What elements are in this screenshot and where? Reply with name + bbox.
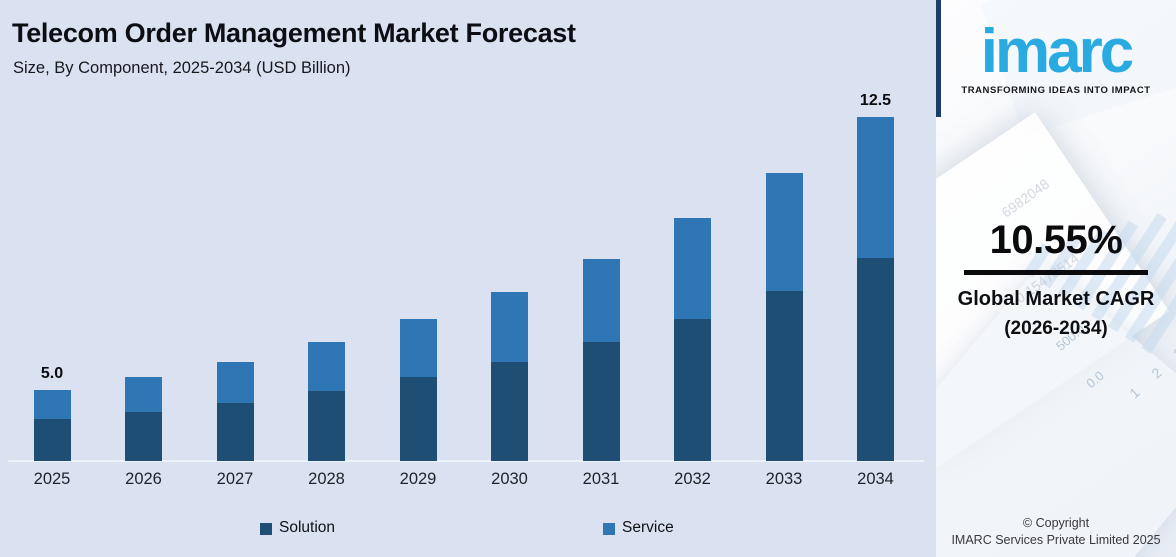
x-axis-label-2028: 2028 <box>308 470 345 488</box>
bar-segment-solution <box>399 377 437 461</box>
bar-segment-service <box>491 292 528 362</box>
bar-segment-solution <box>857 258 894 461</box>
bar-value-label-2025: 5.0 <box>40 365 64 382</box>
bar-segment-service <box>33 390 71 419</box>
bar-segment-solution <box>216 403 254 461</box>
bar-group-2030 <box>491 292 528 461</box>
bar-group-2033 <box>765 173 803 461</box>
bar-group-2029 <box>399 319 437 461</box>
watermark-text: 0.0 <box>1083 367 1107 392</box>
copyright-line1: © Copyright <box>1022 516 1090 531</box>
x-axis-label-2033: 2033 <box>765 470 803 488</box>
bar-segment-service <box>674 218 711 319</box>
bar-segment-service <box>216 362 254 403</box>
bar-group-2025 <box>33 390 71 461</box>
x-axis-label-2027: 2027 <box>216 470 254 488</box>
legend-item-service: Service <box>603 519 674 537</box>
chart-panel: Telecom Order Management Market Forecast… <box>8 18 924 537</box>
bar-segment-service <box>765 173 803 291</box>
bar-group-2027 <box>216 362 254 461</box>
legend-label: Solution <box>279 519 336 536</box>
legend-item-solution: Solution <box>260 519 335 537</box>
plot-area: 5.0 2025 2026 2027 2028 2029 2030 2031 2032 2033 1… <box>8 92 924 488</box>
bar-segment-solution <box>33 419 71 461</box>
x-axis-label-2030: 2030 <box>491 470 528 488</box>
page-title: Telecom Order Management Market Forecast <box>12 18 576 48</box>
x-axis-label-2034: 2034 <box>857 470 894 488</box>
logo-tagline: TRANSFORMING IDEAS INTO IMPACT <box>961 85 1151 96</box>
bar-segment-solution <box>491 362 528 461</box>
cagr-value: 10.55% <box>989 218 1123 262</box>
imarc-wordmark: imarc <box>980 17 1134 86</box>
bar-segment-solution <box>308 391 345 461</box>
cagr-label: Global Market CAGR <box>957 288 1155 310</box>
bar-segment-service <box>399 319 437 377</box>
x-axis-baseline <box>8 460 924 462</box>
bar-segment-service <box>857 117 894 258</box>
bar-value-label-2034: 12.5 <box>859 92 892 109</box>
copyright: © Copyright IMARC Services Private Limit… <box>936 515 1176 549</box>
watermark-text: 6982048 <box>998 175 1053 221</box>
bar-segment-service <box>308 342 345 391</box>
imarc-logo: imarc TRANSFORMING IDEAS INTO IMPACT <box>936 0 1176 97</box>
bar-group-2026 <box>125 377 162 461</box>
bar-group-2031 <box>582 259 620 461</box>
bar-segment-service <box>125 377 162 412</box>
copyright-line2: IMARC Services Private Limited 2025 <box>951 533 1161 548</box>
x-axis-label-2029: 2029 <box>399 470 437 488</box>
bar-group-2032 <box>674 218 711 461</box>
legend-label: Service <box>622 519 674 536</box>
x-axis-label-2032: 2032 <box>674 470 711 488</box>
bar-segment-solution <box>674 319 711 461</box>
legend-swatch-service <box>603 522 615 535</box>
bar-segment-solution <box>125 412 162 461</box>
bar-group-2034 <box>857 117 894 461</box>
logo-accent-stripe <box>936 0 941 117</box>
bar-group-2028 <box>308 342 345 461</box>
page-subtitle: Size, By Component, 2025-2034 (USD Billi… <box>13 59 351 77</box>
x-axis-label-2026: 2026 <box>125 470 162 488</box>
cagr-block: 10.55% Global Market CAGR (2026-2034) <box>936 218 1176 340</box>
cagr-period: (2026-2034) <box>1004 318 1108 339</box>
x-axis-label-2031: 2031 <box>582 470 620 488</box>
x-axis-label-2025: 2025 <box>33 470 71 488</box>
bar-segment-solution <box>582 342 620 461</box>
cagr-underline <box>964 270 1148 275</box>
bar-segment-service <box>582 259 620 342</box>
legend-swatch-solution <box>260 522 272 535</box>
bar-segment-solution <box>765 291 803 461</box>
brand-panel: 500.0 0.0 1 2 3 4 6982048 0.15478514 ima… <box>936 0 1176 557</box>
